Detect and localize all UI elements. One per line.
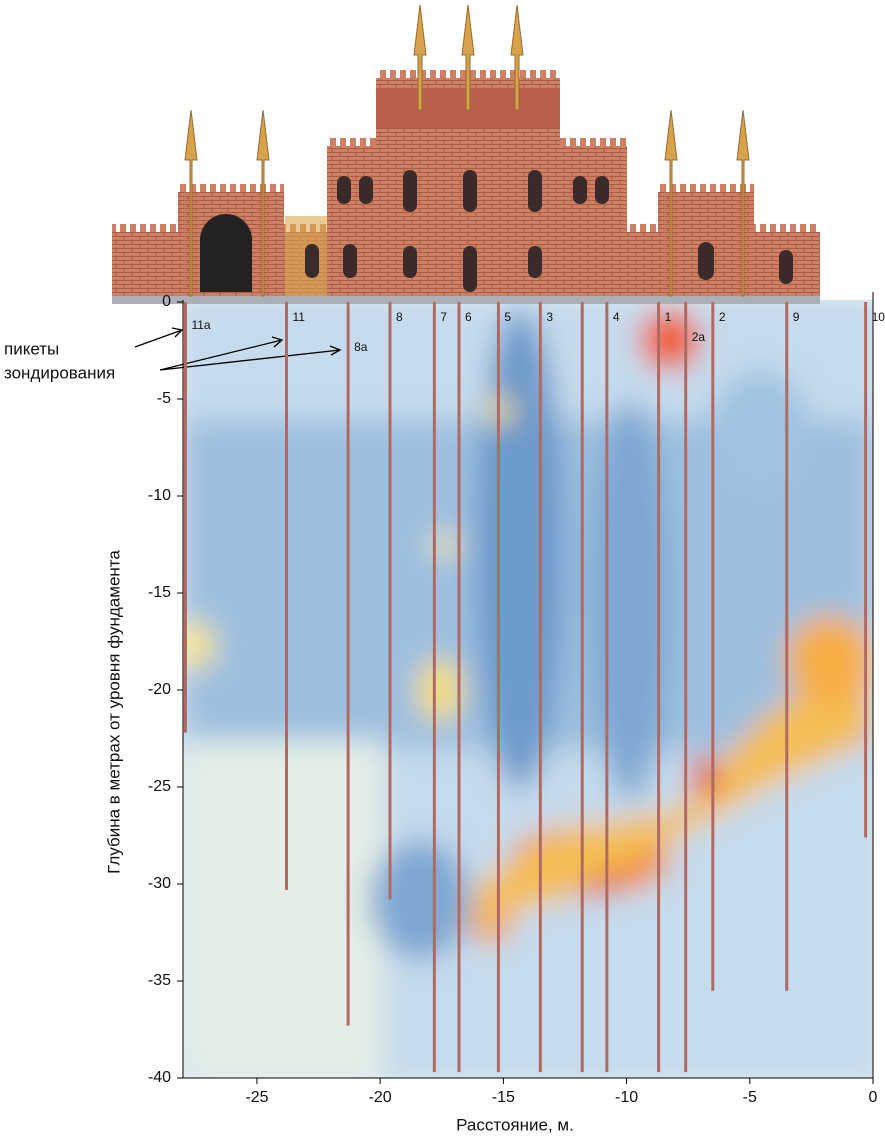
probe-label: 9 xyxy=(793,310,800,324)
probe-label: 4 xyxy=(613,310,620,324)
y-tick-label: -40 xyxy=(148,1069,171,1086)
x-tick-label: -15 xyxy=(492,1089,515,1106)
probe-label: 11 xyxy=(293,310,306,324)
probe-label: 3 xyxy=(546,310,553,324)
y-tick-label: -10 xyxy=(148,487,171,504)
probe-label: 8a xyxy=(354,340,368,354)
probe-label: 6 xyxy=(465,310,472,324)
y-tick-label: -35 xyxy=(148,972,171,989)
probe-label: 1 xyxy=(665,310,672,324)
x-axis-label: Расстояние, м. xyxy=(456,1115,574,1134)
y-tick-label: -20 xyxy=(148,681,171,698)
y-tick-label: -15 xyxy=(148,584,171,601)
probe-label: 2a xyxy=(692,330,706,344)
x-tick-label: -25 xyxy=(245,1089,268,1106)
probe-label: 11a xyxy=(191,318,210,332)
probe-label: 2 xyxy=(719,310,726,324)
probe-label: 8 xyxy=(396,310,403,324)
y-tick-label: -5 xyxy=(157,390,171,407)
y-tick-label: -25 xyxy=(148,778,171,795)
castle xyxy=(112,4,820,304)
y-axis-label: Глубина в метрах от уровня фундамента xyxy=(104,550,123,874)
probe-label: 5 xyxy=(504,310,511,324)
y-tick-label: 0 xyxy=(162,293,171,310)
x-tick-label: -20 xyxy=(369,1089,392,1106)
y-tick-label: -30 xyxy=(148,875,171,892)
probe-label: 7 xyxy=(440,310,447,324)
heatmap xyxy=(183,300,873,1078)
x-tick-label: 0 xyxy=(869,1089,878,1106)
x-tick-label: -5 xyxy=(743,1089,757,1106)
annotation: пикеты xyxy=(4,339,59,358)
x-tick-label: -10 xyxy=(615,1089,638,1106)
annotation: зондирования xyxy=(4,363,115,382)
probe-label: 10 xyxy=(872,310,885,324)
annotation-arrows xyxy=(134,327,342,371)
